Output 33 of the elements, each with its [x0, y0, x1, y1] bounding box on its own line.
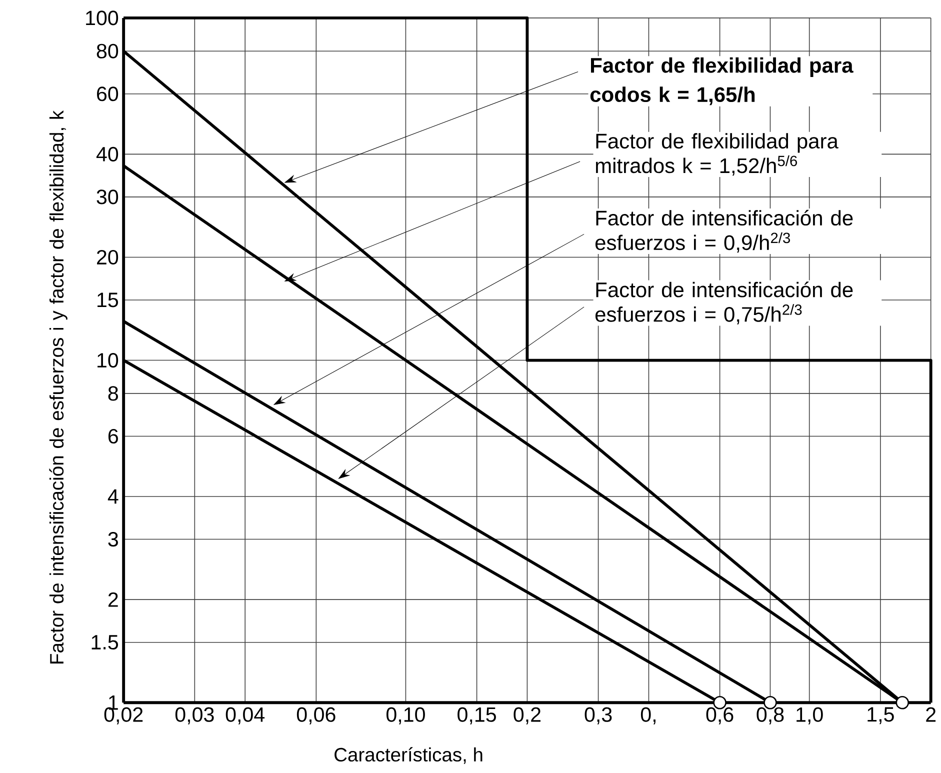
y-tick-label: 40	[96, 146, 118, 162]
x-tick-label: 0,15	[458, 707, 496, 724]
y-tick-label: 15	[98, 292, 118, 308]
y-tick-label: 8	[108, 386, 118, 401]
y-tick-label: 100	[86, 10, 118, 26]
y-tick-label: 6	[108, 428, 118, 444]
x-tick-label: 0,06	[296, 707, 336, 724]
x-tick-label: 2	[926, 707, 936, 722]
y-tick-label: 30	[96, 189, 118, 204]
annotation: Factor de flexibilidad para codos k = 1,65/h	[590, 57, 854, 105]
x-tick-label: 0,04	[226, 707, 265, 724]
x-tick-label: 0,6	[706, 707, 734, 724]
annotation: Factor de intensificación de esfuerzos i = 0,75/h$^{2/3}$	[595, 281, 853, 324]
x-axis-title: Características, h	[334, 746, 482, 764]
x-tick-label: 0,	[640, 707, 656, 724]
y-tick-label: 4	[108, 489, 118, 504]
x-tick-label: 1,5	[868, 707, 894, 724]
x-tick-label: 0,8	[756, 707, 784, 724]
x-tick-label: 0,3	[584, 707, 612, 724]
x-tick-label: 1,0	[796, 707, 823, 724]
y-tick-label: 20	[97, 250, 118, 264]
annotation: Factor de intensificación de esfuerzos i = 0,9/h$^{2/3}$	[595, 210, 853, 252]
y-tick-label: 60	[97, 86, 118, 101]
y-tick-label: 3	[108, 532, 118, 546]
x-tick-label: 0,10	[386, 707, 425, 724]
y-tick-label: 2	[108, 592, 118, 607]
y-tick-label: 10	[98, 352, 118, 368]
y-axis-title: Factor de intensificación de esfuerzos i y factor de flexibilidad, k	[49, 110, 68, 664]
y-tick-label: 1.5	[92, 634, 118, 650]
annotation: Factor de flexibilidad para mitrados k = 1,52/h$^{5/6}$	[596, 132, 838, 176]
x-tick-label: 0,03	[175, 707, 214, 724]
x-tick-label: 0,2	[514, 707, 540, 724]
y-tick-label: 80	[96, 44, 118, 58]
